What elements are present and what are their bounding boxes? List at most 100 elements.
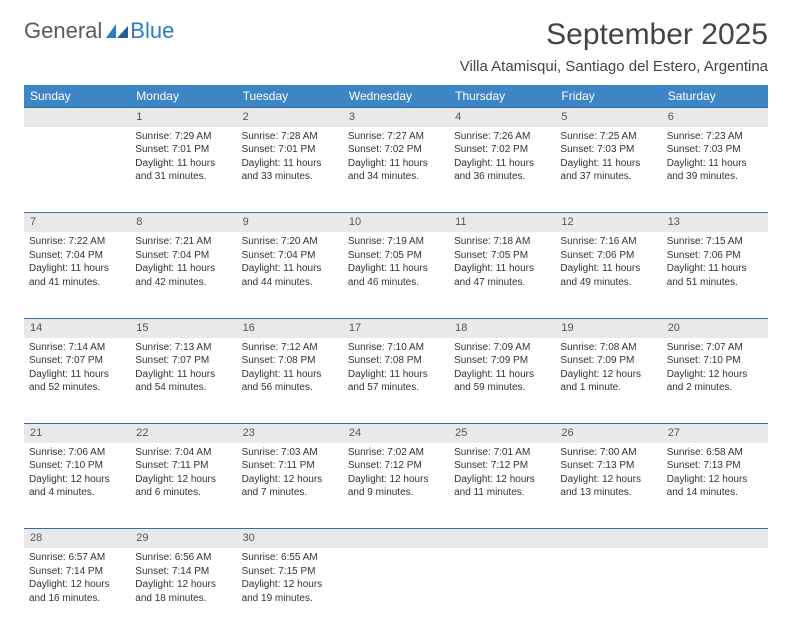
weekday-header: Wednesday [343,85,449,108]
day-cell: Sunrise: 7:27 AMSunset: 7:02 PMDaylight:… [343,127,449,213]
daylight-text: Daylight: 11 hours [29,262,125,276]
day-number-cell [449,529,555,548]
sunrise-text: Sunrise: 7:03 AM [242,446,338,460]
day-cell [449,548,555,634]
day-number: 14 [30,322,42,334]
sunset-text: Sunset: 7:07 PM [135,354,231,368]
daylight-text: Daylight: 11 hours [348,368,444,382]
sunset-text: Sunset: 7:07 PM [29,354,125,368]
day-number-cell: 3 [343,108,449,127]
daylight-text: and 16 minutes. [29,592,125,606]
sunset-text: Sunset: 7:05 PM [454,249,550,263]
day-number: 2 [243,111,249,123]
calendar-table: Sunday Monday Tuesday Wednesday Thursday… [24,85,768,634]
day-cell: Sunrise: 7:25 AMSunset: 7:03 PMDaylight:… [555,127,661,213]
daylight-text: Daylight: 12 hours [454,473,550,487]
sunset-text: Sunset: 7:15 PM [242,565,338,579]
day-cell: Sunrise: 6:56 AMSunset: 7:14 PMDaylight:… [130,548,236,634]
sunset-text: Sunset: 7:02 PM [454,143,550,157]
daylight-text: and 57 minutes. [348,381,444,395]
day-number-cell: 8 [130,213,236,232]
day-number-cell: 15 [130,318,236,337]
day-cell: Sunrise: 7:04 AMSunset: 7:11 PMDaylight:… [130,443,236,529]
day-number: 28 [30,532,42,544]
sunset-text: Sunset: 7:02 PM [348,143,444,157]
sunrise-text: Sunrise: 7:23 AM [667,130,763,144]
day-number-cell: 28 [24,529,130,548]
sunset-text: Sunset: 7:11 PM [242,459,338,473]
day-cell: Sunrise: 7:07 AMSunset: 7:10 PMDaylight:… [662,338,768,424]
day-number-cell: 5 [555,108,661,127]
sunrise-text: Sunrise: 7:28 AM [242,130,338,144]
day-number-cell: 9 [237,213,343,232]
daylight-text: Daylight: 11 hours [242,368,338,382]
day-cell: Sunrise: 7:18 AMSunset: 7:05 PMDaylight:… [449,232,555,318]
day-number-cell: 26 [555,424,661,443]
daylight-text: Daylight: 12 hours [29,473,125,487]
sunrise-text: Sunrise: 7:08 AM [560,341,656,355]
day-number: 5 [561,111,567,123]
sunrise-text: Sunrise: 6:57 AM [29,551,125,565]
daylight-text: Daylight: 11 hours [135,262,231,276]
weekday-header: Tuesday [237,85,343,108]
day-cell: Sunrise: 6:55 AMSunset: 7:15 PMDaylight:… [237,548,343,634]
day-number-cell [555,529,661,548]
sunset-text: Sunset: 7:13 PM [560,459,656,473]
day-number-cell: 12 [555,213,661,232]
sunset-text: Sunset: 7:09 PM [454,354,550,368]
day-number: 24 [349,427,361,439]
day-number-cell: 23 [237,424,343,443]
sunset-text: Sunset: 7:08 PM [242,354,338,368]
daylight-text: Daylight: 11 hours [454,157,550,171]
sunset-text: Sunset: 7:04 PM [242,249,338,263]
day-content-row: Sunrise: 7:29 AMSunset: 7:01 PMDaylight:… [24,127,768,213]
day-number-row: 123456 [24,108,768,127]
daylight-text: and 41 minutes. [29,276,125,290]
day-number-cell: 25 [449,424,555,443]
sunset-text: Sunset: 7:03 PM [560,143,656,157]
day-cell: Sunrise: 7:21 AMSunset: 7:04 PMDaylight:… [130,232,236,318]
day-number-cell: 10 [343,213,449,232]
weekday-header: Monday [130,85,236,108]
day-number-cell [24,108,130,127]
daylight-text: and 37 minutes. [560,170,656,184]
day-number-row: 282930 [24,529,768,548]
day-cell: Sunrise: 7:14 AMSunset: 7:07 PMDaylight:… [24,338,130,424]
day-cell [662,548,768,634]
sunrise-text: Sunrise: 7:27 AM [348,130,444,144]
day-number: 7 [30,216,36,228]
day-cell: Sunrise: 7:29 AMSunset: 7:01 PMDaylight:… [130,127,236,213]
daylight-text: and 42 minutes. [135,276,231,290]
day-number: 11 [455,216,466,228]
sunrise-text: Sunrise: 7:22 AM [29,235,125,249]
sunrise-text: Sunrise: 7:25 AM [560,130,656,144]
weekday-header-row: Sunday Monday Tuesday Wednesday Thursday… [24,85,768,108]
daylight-text: and 47 minutes. [454,276,550,290]
daylight-text: Daylight: 11 hours [667,262,763,276]
sunset-text: Sunset: 7:04 PM [135,249,231,263]
daylight-text: and 33 minutes. [242,170,338,184]
daylight-text: and 4 minutes. [29,486,125,500]
day-number-cell: 17 [343,318,449,337]
daylight-text: and 9 minutes. [348,486,444,500]
daylight-text: Daylight: 11 hours [560,157,656,171]
day-number: 20 [668,322,680,334]
brand-part1: General [24,18,102,44]
brand-sail-icon [106,24,128,38]
sunset-text: Sunset: 7:09 PM [560,354,656,368]
day-number: 9 [243,216,249,228]
daylight-text: Daylight: 11 hours [135,157,231,171]
day-number-cell: 29 [130,529,236,548]
day-number-cell: 4 [449,108,555,127]
sunrise-text: Sunrise: 7:19 AM [348,235,444,249]
day-cell: Sunrise: 7:02 AMSunset: 7:12 PMDaylight:… [343,443,449,529]
day-number: 12 [561,216,573,228]
daylight-text: and 6 minutes. [135,486,231,500]
sunrise-text: Sunrise: 7:02 AM [348,446,444,460]
sunset-text: Sunset: 7:14 PM [135,565,231,579]
sunset-text: Sunset: 7:14 PM [29,565,125,579]
daylight-text: and 13 minutes. [560,486,656,500]
sunset-text: Sunset: 7:06 PM [667,249,763,263]
daylight-text: and 36 minutes. [454,170,550,184]
day-number-row: 21222324252627 [24,424,768,443]
